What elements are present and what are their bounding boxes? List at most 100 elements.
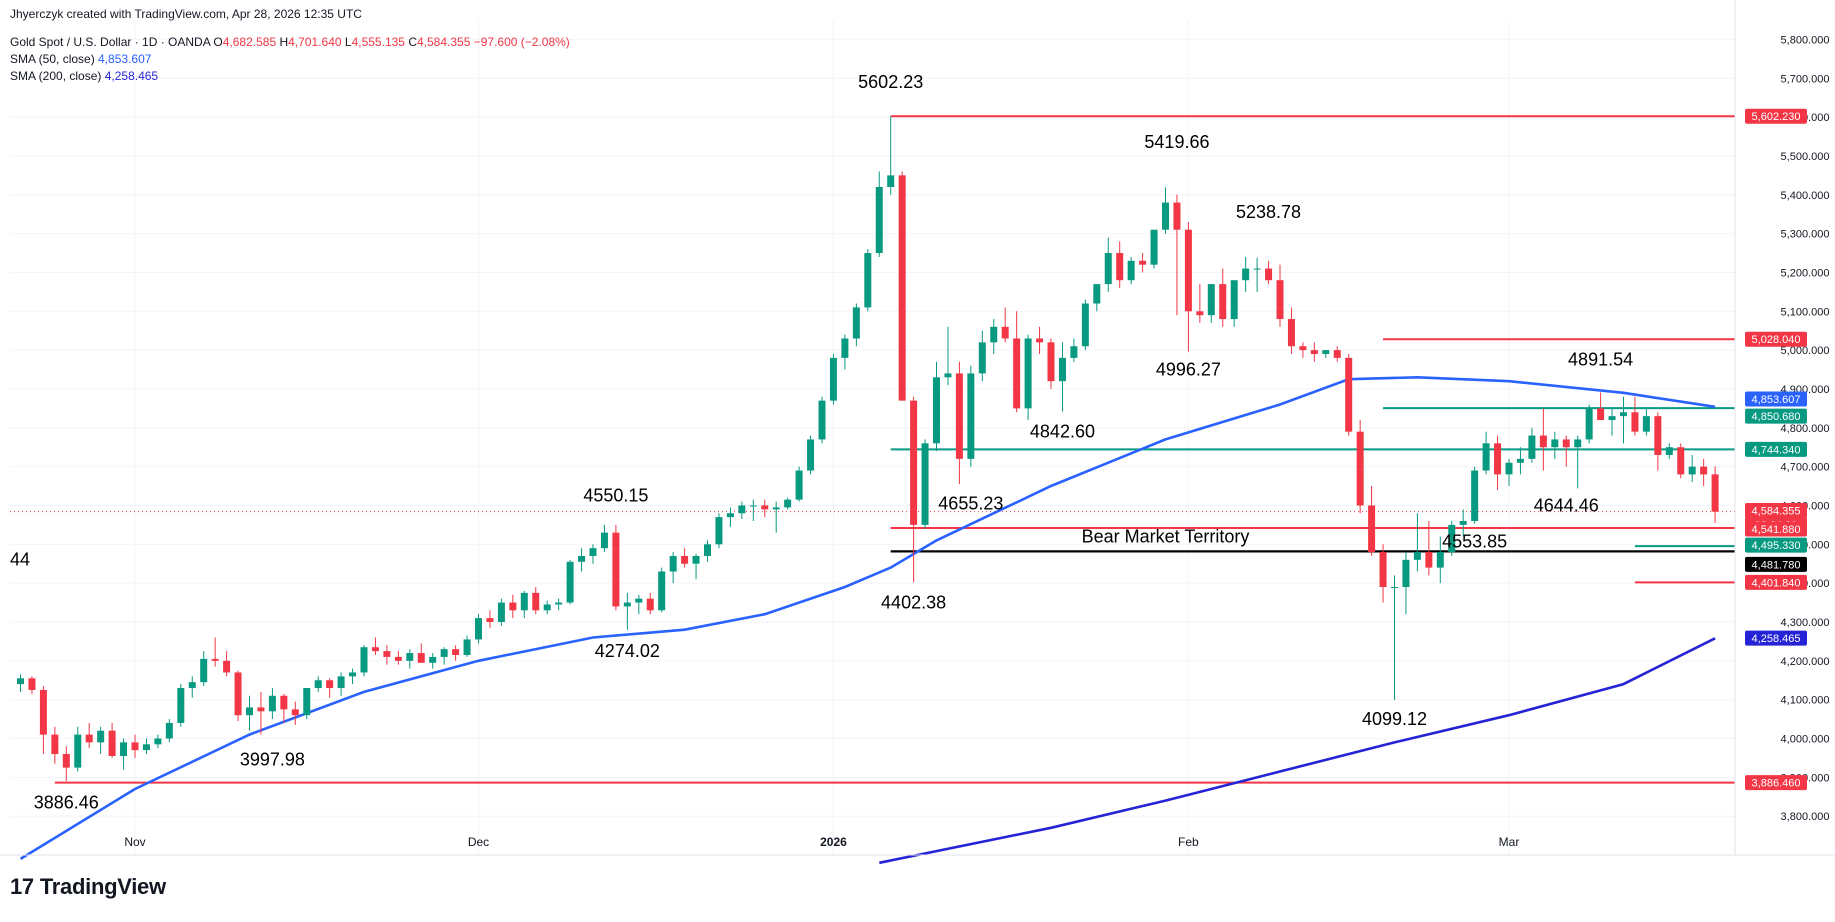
candle[interactable] <box>818 396 826 444</box>
sma200-line[interactable] <box>879 637 1716 865</box>
sma50-legend[interactable]: SMA (50, close) 4,853.607 <box>10 52 151 66</box>
candle[interactable] <box>1505 458 1513 487</box>
candle[interactable] <box>1677 443 1685 479</box>
candle[interactable] <box>749 499 757 521</box>
candle[interactable] <box>1196 284 1204 323</box>
candle[interactable] <box>1276 264 1284 327</box>
candle[interactable] <box>1620 396 1627 444</box>
candle[interactable] <box>314 676 322 692</box>
candle[interactable] <box>543 600 551 615</box>
candle[interactable] <box>1047 338 1055 389</box>
candle[interactable] <box>1081 299 1089 351</box>
candle[interactable] <box>131 734 139 758</box>
candle[interactable] <box>704 540 711 562</box>
candle[interactable] <box>1265 260 1273 285</box>
candle[interactable] <box>612 524 620 611</box>
candle[interactable] <box>1356 420 1364 514</box>
candle[interactable] <box>921 439 929 529</box>
tradingview-logo[interactable]: 17 TradingView <box>10 874 166 900</box>
sma200-legend[interactable]: SMA (200, close) 4,258.465 <box>10 69 158 83</box>
candle[interactable] <box>108 722 116 758</box>
candle[interactable] <box>600 524 608 553</box>
candle[interactable] <box>623 592 631 630</box>
candle[interactable] <box>955 361 963 485</box>
candle[interactable] <box>1608 408 1616 436</box>
candle[interactable] <box>463 635 471 657</box>
candle[interactable] <box>646 592 654 615</box>
candle[interactable] <box>944 326 952 386</box>
candle[interactable] <box>1173 194 1181 316</box>
candle[interactable] <box>635 594 643 615</box>
candle[interactable] <box>1242 256 1250 292</box>
candle[interactable] <box>715 513 723 549</box>
sma50-line[interactable] <box>19 375 1716 861</box>
candle[interactable] <box>154 734 162 749</box>
candle[interactable] <box>1139 253 1147 273</box>
candle[interactable] <box>1528 427 1536 463</box>
candle[interactable] <box>326 678 334 698</box>
candle[interactable] <box>1230 280 1238 327</box>
candle[interactable] <box>1253 257 1261 292</box>
candle[interactable] <box>1001 307 1009 343</box>
candle[interactable] <box>1116 241 1124 288</box>
candle[interactable] <box>738 501 746 520</box>
candle[interactable] <box>1207 284 1215 323</box>
candle[interactable] <box>1379 544 1387 603</box>
candle[interactable] <box>1700 458 1708 487</box>
candle[interactable] <box>1070 338 1078 362</box>
candle[interactable] <box>497 598 505 626</box>
candle[interactable] <box>1562 435 1570 467</box>
candle[interactable] <box>360 645 368 677</box>
candle[interactable] <box>1642 408 1650 436</box>
candle[interactable] <box>681 548 689 568</box>
candle[interactable] <box>165 719 173 743</box>
candle[interactable] <box>39 686 47 755</box>
candle[interactable] <box>394 651 402 665</box>
candle[interactable] <box>1299 342 1307 358</box>
candle[interactable] <box>268 688 276 720</box>
candle[interactable] <box>1413 513 1421 572</box>
candle[interactable] <box>967 365 975 467</box>
candle[interactable] <box>1711 466 1719 523</box>
candle[interactable] <box>658 567 666 613</box>
candle[interactable] <box>406 649 414 669</box>
candle[interactable] <box>257 691 265 735</box>
candle[interactable] <box>1585 404 1593 444</box>
candle[interactable] <box>303 688 311 720</box>
candle[interactable] <box>795 466 803 502</box>
candle[interactable] <box>200 651 208 687</box>
candle[interactable] <box>555 598 563 611</box>
candle[interactable] <box>291 701 299 725</box>
candle[interactable] <box>97 726 105 755</box>
candle[interactable] <box>784 497 792 510</box>
candle[interactable] <box>452 645 460 661</box>
candle[interactable] <box>1539 408 1547 471</box>
candle[interactable] <box>1310 342 1318 362</box>
candle[interactable] <box>1287 307 1295 354</box>
candle[interactable] <box>1436 536 1444 584</box>
candle[interactable] <box>1688 454 1696 483</box>
candle[interactable] <box>1597 392 1605 421</box>
candle[interactable] <box>1219 268 1227 327</box>
candle[interactable] <box>1516 447 1524 475</box>
candle[interactable] <box>726 507 734 527</box>
candle[interactable] <box>1482 431 1490 475</box>
candle[interactable] <box>383 645 391 665</box>
candle[interactable] <box>669 552 677 584</box>
candle[interactable] <box>990 319 998 354</box>
candle[interactable] <box>337 672 345 696</box>
candle[interactable] <box>1322 350 1330 358</box>
candle[interactable] <box>1024 334 1032 421</box>
candle[interactable] <box>1631 396 1639 436</box>
candle[interactable] <box>74 726 82 772</box>
candle[interactable] <box>234 670 242 722</box>
candle[interactable] <box>852 303 860 347</box>
candle[interactable] <box>1448 521 1456 556</box>
candle[interactable] <box>1162 187 1169 234</box>
candle[interactable] <box>85 722 93 749</box>
candle[interactable] <box>578 548 586 572</box>
candle[interactable] <box>1013 311 1021 413</box>
candle[interactable] <box>509 594 517 619</box>
candle[interactable] <box>246 695 253 731</box>
candle[interactable] <box>1574 435 1582 489</box>
